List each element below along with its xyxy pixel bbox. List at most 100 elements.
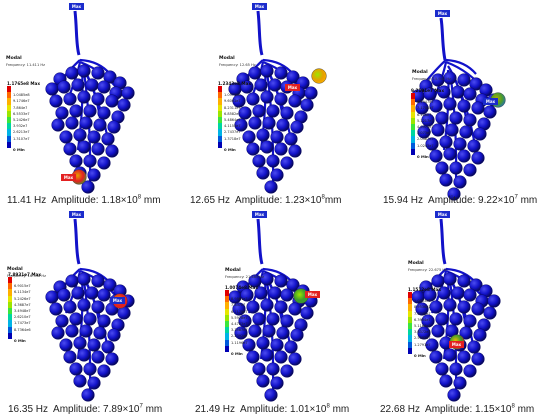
legend-swatch	[7, 86, 11, 93]
grape-berry	[280, 364, 294, 378]
grape-berry	[290, 328, 304, 342]
grape-berry	[415, 101, 429, 115]
legend-swatch	[8, 307, 12, 315]
grape-berry	[256, 374, 270, 388]
grape-berry	[274, 142, 288, 156]
main-stem	[73, 10, 81, 56]
grape-berry	[59, 130, 73, 144]
legend-swatch	[225, 290, 229, 297]
grape-berry	[91, 350, 105, 364]
grape-berry	[280, 288, 294, 302]
grape-berry	[286, 70, 300, 84]
legend-swatch	[8, 295, 12, 302]
grape-berry	[453, 137, 467, 151]
legend-swatch	[218, 86, 222, 93]
grape-berry	[252, 154, 266, 168]
max-location-probe: Max	[449, 341, 464, 348]
grape-berry	[463, 113, 477, 127]
grape-berry	[105, 144, 119, 158]
grape-berry	[97, 314, 111, 328]
grape-berry	[463, 288, 477, 302]
mode-caption: 15.94 Hz Amplitude: 9.22×107 mm	[383, 195, 537, 206]
modal-title: Modal	[6, 56, 22, 61]
grape-berry	[69, 104, 83, 118]
legend-swatch	[225, 333, 229, 340]
grape-berry	[274, 350, 288, 364]
grape-berry	[457, 149, 471, 163]
legend-swatch	[8, 332, 12, 339]
legend-tick-label: 5.2426e7	[13, 118, 30, 122]
grape-berry	[83, 362, 97, 376]
legend-tick-label: 6.3954e7	[414, 317, 431, 322]
legend-swatch	[218, 98, 222, 105]
amplitude-exponent: 7	[514, 194, 518, 201]
grape-berry	[425, 338, 439, 352]
grape-berry	[457, 350, 471, 364]
legend-tick-label: 4.1155e7	[224, 124, 241, 129]
grape-berry	[246, 142, 260, 156]
modal-title: Modal	[219, 56, 235, 61]
frequency-subtitle: Frequency: 12.65 Hz	[219, 63, 256, 67]
grape-berry	[264, 180, 278, 194]
grape-berry	[469, 278, 483, 292]
mode-shape-panel: Modal Frequency: 12.65 Hz 1.2343e8 Max 0…	[183, 0, 366, 209]
grape-berry	[417, 326, 431, 340]
legend-swatch	[225, 296, 229, 303]
legend-swatch	[411, 111, 415, 118]
mode-shape-panel: Modal Frequency: 21.485 Hz 1.0074e8 Max …	[183, 209, 366, 418]
grape-berry	[270, 338, 284, 352]
grape-berry	[280, 106, 294, 120]
grape-berry	[256, 128, 270, 142]
grape-berry	[260, 298, 274, 312]
grape-berry	[449, 362, 463, 376]
legend-swatch	[411, 136, 415, 143]
grape-berry	[270, 376, 284, 390]
grape-berry	[101, 132, 115, 146]
grape-berry	[238, 314, 252, 328]
grape-berry	[443, 71, 457, 85]
grape-berry	[288, 302, 302, 316]
legend-tick-label: 1.0233e8	[414, 299, 431, 304]
main-stem	[256, 218, 264, 265]
grape-berry	[469, 77, 483, 91]
grape-berry	[487, 294, 501, 308]
grape-berry	[252, 312, 266, 326]
grape-berry	[429, 149, 443, 163]
amplitude-unit: mm	[142, 404, 163, 415]
caption-amplitude: Amplitude: 1.23×108mm	[235, 195, 341, 206]
grape-berry	[242, 130, 256, 144]
legend-swatch	[408, 316, 412, 323]
legend-swatch	[411, 130, 415, 137]
legend-tick-label: 3.3587e7	[231, 328, 248, 333]
legend-tick-label: 3.4948e7	[14, 309, 31, 313]
grape-berry	[240, 288, 254, 302]
legend-tick-label: 1.0485e8	[13, 93, 30, 98]
legend-tick-label: 4.4783e7	[231, 322, 248, 326]
legend-max-label: 9.2191e7 Max	[411, 88, 445, 93]
grape-berry	[97, 364, 111, 378]
grape-berry	[471, 151, 485, 165]
grape-berry	[107, 120, 121, 134]
mode-shape-panel: Modal Frequency: 22.675 Hz 1.1512e8 Max …	[366, 209, 549, 418]
legend-swatch	[408, 292, 412, 299]
grape-berry	[71, 286, 85, 300]
legend-tick-label: 8.9536e7	[414, 305, 431, 310]
grape-berry	[266, 362, 280, 376]
grape-berry	[276, 326, 290, 340]
grape-berry	[87, 130, 101, 144]
grape-berry	[87, 338, 101, 352]
legend-tick-label: 6.5533e7	[13, 111, 30, 116]
grape-berry	[246, 92, 260, 106]
legend-swatch	[225, 302, 229, 309]
legend-color-bar	[218, 86, 222, 148]
legend-max-label: 1.1765e8 Max	[7, 81, 41, 86]
grape-berry	[483, 306, 497, 320]
legend-swatch	[408, 329, 412, 336]
top-max-probe: Max	[69, 3, 84, 10]
max-location-probe: Max	[61, 174, 76, 181]
legend-tick-label: 6.7175e7	[231, 309, 248, 314]
grape-berry	[69, 154, 83, 168]
legend-tick-label: 1.0971e8	[224, 93, 241, 98]
amplitude-base: Amplitude: 1.23×10	[235, 195, 322, 206]
grape-berry	[437, 85, 451, 99]
